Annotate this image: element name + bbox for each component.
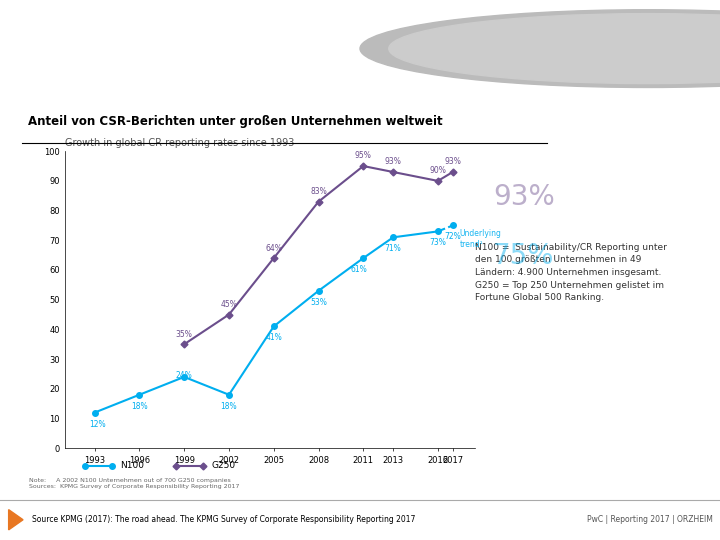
Text: PwC | Reporting 2017 | ORZHEIM: PwC | Reporting 2017 | ORZHEIM — [587, 515, 713, 524]
Text: 71%: 71% — [384, 244, 402, 253]
Text: Growth in global CR reporting rates since 1993: Growth in global CR reporting rates sinc… — [65, 138, 294, 147]
Text: 24%: 24% — [176, 372, 192, 380]
Text: 61%: 61% — [351, 265, 367, 274]
Text: 45%: 45% — [220, 300, 238, 309]
Text: 93%: 93% — [444, 158, 462, 166]
Text: 12%: 12% — [89, 420, 106, 429]
Text: 18%: 18% — [131, 402, 148, 411]
Text: G250: G250 — [212, 461, 235, 470]
Text: Note:     A 2002 N100 Unternehmen out of 700 G250 companies
Sources:  KPMG Surve: Note: A 2002 N100 Unternehmen out of 700… — [29, 478, 239, 489]
Text: 18%: 18% — [220, 402, 238, 411]
Circle shape — [389, 14, 720, 84]
Text: 64%: 64% — [265, 244, 282, 253]
Text: 75%: 75% — [493, 242, 554, 271]
Text: 95%: 95% — [355, 152, 372, 160]
Circle shape — [360, 10, 720, 87]
Text: N100: N100 — [120, 461, 144, 470]
Text: Underlying
trend¹: Underlying trend¹ — [459, 230, 501, 249]
Text: 73%: 73% — [429, 238, 446, 247]
Polygon shape — [9, 510, 23, 530]
Text: 90%: 90% — [429, 166, 446, 176]
Text: N100 =  Sustainability/CR Reporting unter
den 100 größten Unternehmen in 49
Länd: N100 = Sustainability/CR Reporting unter… — [475, 243, 667, 302]
Text: 53%: 53% — [310, 298, 327, 307]
Text: Verantwortlichkeiten für nachhaltige
Globalisierung: Verantwortlichkeiten für nachhaltige Glo… — [29, 37, 358, 78]
Text: 93%: 93% — [384, 158, 402, 166]
Text: Source KPMG (2017): The road ahead. The KPMG Survey of Corporate Responsibility : Source KPMG (2017): The road ahead. The … — [32, 515, 415, 524]
Text: Anteil von CSR-Berichten unter großen Unternehmen weltweit: Anteil von CSR-Berichten unter großen Un… — [28, 115, 443, 128]
Text: 41%: 41% — [266, 333, 282, 342]
Text: 83%: 83% — [310, 187, 327, 196]
Text: 93%: 93% — [493, 183, 555, 211]
Text: 35%: 35% — [176, 330, 193, 339]
Text: 72%: 72% — [444, 232, 462, 241]
